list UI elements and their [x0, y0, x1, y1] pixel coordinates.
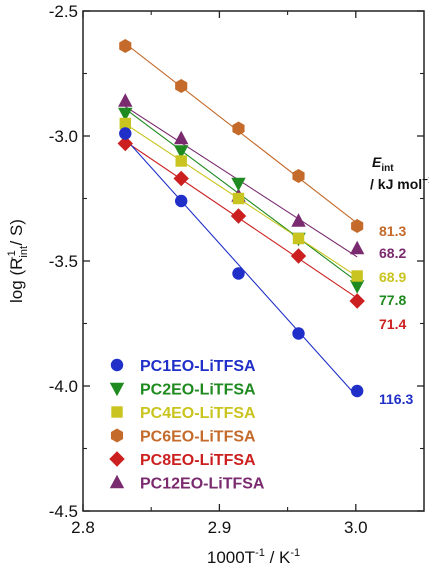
- legend-marker: [110, 358, 124, 372]
- data-point-PC4EO-LiTFSA: [292, 232, 305, 245]
- data-point-PC8EO-LiTFSA: [173, 170, 189, 187]
- legend-marker: [109, 474, 125, 489]
- data-point-PC6EO-LiTFSA: [292, 169, 305, 183]
- eint-unit: / kJ mol−1: [370, 175, 429, 192]
- data-point-PC2EO-LiTFSA: [231, 177, 246, 192]
- legend-marker: [110, 428, 124, 443]
- data-point-PC1EO-LiTFSA: [292, 327, 305, 340]
- eint-values: 116.3 77.8 68.9 81.3 71.4 68.2: [379, 223, 413, 407]
- data-point-PC1EO-LiTFSA: [119, 127, 132, 140]
- tick-labels: 2.8 2.9 3.0 -2.5 -3.0 -3.5 -4.0 -4.5: [49, 2, 368, 537]
- eint-value: 116.3: [379, 391, 413, 407]
- data-point-PC2EO-LiTFSA: [349, 280, 365, 294]
- data-point-PC8EO-LiTFSA: [117, 135, 133, 152]
- x-tick-label: 2.9: [208, 518, 232, 537]
- data-point-PC12EO-LiTFSA: [291, 213, 306, 227]
- legend-label: PC1EO-LiTFSA: [140, 358, 256, 375]
- legend: PC1EO-LiTFSA PC2EO-LiTFSA PC4EO-LiTFSA PC6E…: [109, 358, 265, 493]
- eint-value: 81.3: [379, 223, 406, 239]
- eint-value: 68.2: [379, 245, 406, 261]
- y-tick-label: -4.0: [49, 377, 78, 396]
- data-point-PC2EO-LiTFSA: [174, 145, 189, 159]
- data-point-PC12EO-LiTFSA: [174, 130, 189, 145]
- eint-value: 77.8: [379, 292, 406, 308]
- x-tick-label: 3.0: [344, 518, 368, 537]
- data-point-PC4EO-LiTFSA: [119, 117, 131, 130]
- data-point-PC6EO-LiTFSA: [351, 219, 364, 233]
- data-point-PC6EO-LiTFSA: [232, 121, 245, 136]
- eint-value: 71.4: [379, 316, 406, 332]
- data-point-PC4EO-LiTFSA: [232, 192, 245, 205]
- data-point-PC8EO-LiTFSA: [349, 293, 365, 309]
- y-tick-label: -2.5: [49, 2, 78, 21]
- data-point-PC12EO-LiTFSA: [349, 240, 365, 255]
- data-point-PC12EO-LiTFSA: [118, 93, 133, 107]
- legend-label: PC12EO-LiTFSA: [140, 476, 265, 493]
- y-axis-title: log (Rint-1 / S): [6, 219, 30, 303]
- legend-marker: [109, 451, 125, 467]
- y-tick-label: -3.0: [49, 127, 78, 146]
- x-tick-label: 2.8: [71, 518, 95, 537]
- legend-label: PC8EO-LiTFSA: [140, 452, 256, 469]
- data-point-PC4EO-LiTFSA: [351, 270, 363, 282]
- data-point-PC6EO-LiTFSA: [175, 79, 188, 93]
- eint-value: 68.9: [379, 269, 406, 285]
- eint-header: Eint: [372, 154, 394, 174]
- data-point-PC2EO-LiTFSA: [118, 107, 133, 122]
- legend-label: PC2EO-LiTFSA: [140, 382, 256, 399]
- x-axis-title: 1000T-1 / K-1: [207, 547, 300, 567]
- y-tick-label: -4.5: [49, 502, 78, 521]
- legend-marker: [109, 382, 125, 397]
- legend-label: PC4EO-LiTFSA: [140, 405, 256, 422]
- data-point-PC1EO-LiTFSA: [175, 194, 188, 208]
- legend-marker: [111, 406, 123, 418]
- data-point-PC8EO-LiTFSA: [290, 248, 307, 264]
- data-point-PC4EO-LiTFSA: [175, 155, 187, 167]
- y-tick-label: -3.5: [49, 252, 78, 271]
- axis-ticks: [82, 10, 424, 512]
- data-point-PC1EO-LiTFSA: [232, 267, 245, 280]
- data-markers: [117, 39, 365, 398]
- legend-label: PC6EO-LiTFSA: [140, 429, 256, 446]
- data-point-PC8EO-LiTFSA: [230, 208, 247, 224]
- fit-line-PC1EO-LiTFSA: [124, 138, 358, 398]
- data-point-PC1EO-LiTFSA: [350, 384, 364, 398]
- data-point-PC6EO-LiTFSA: [119, 39, 132, 53]
